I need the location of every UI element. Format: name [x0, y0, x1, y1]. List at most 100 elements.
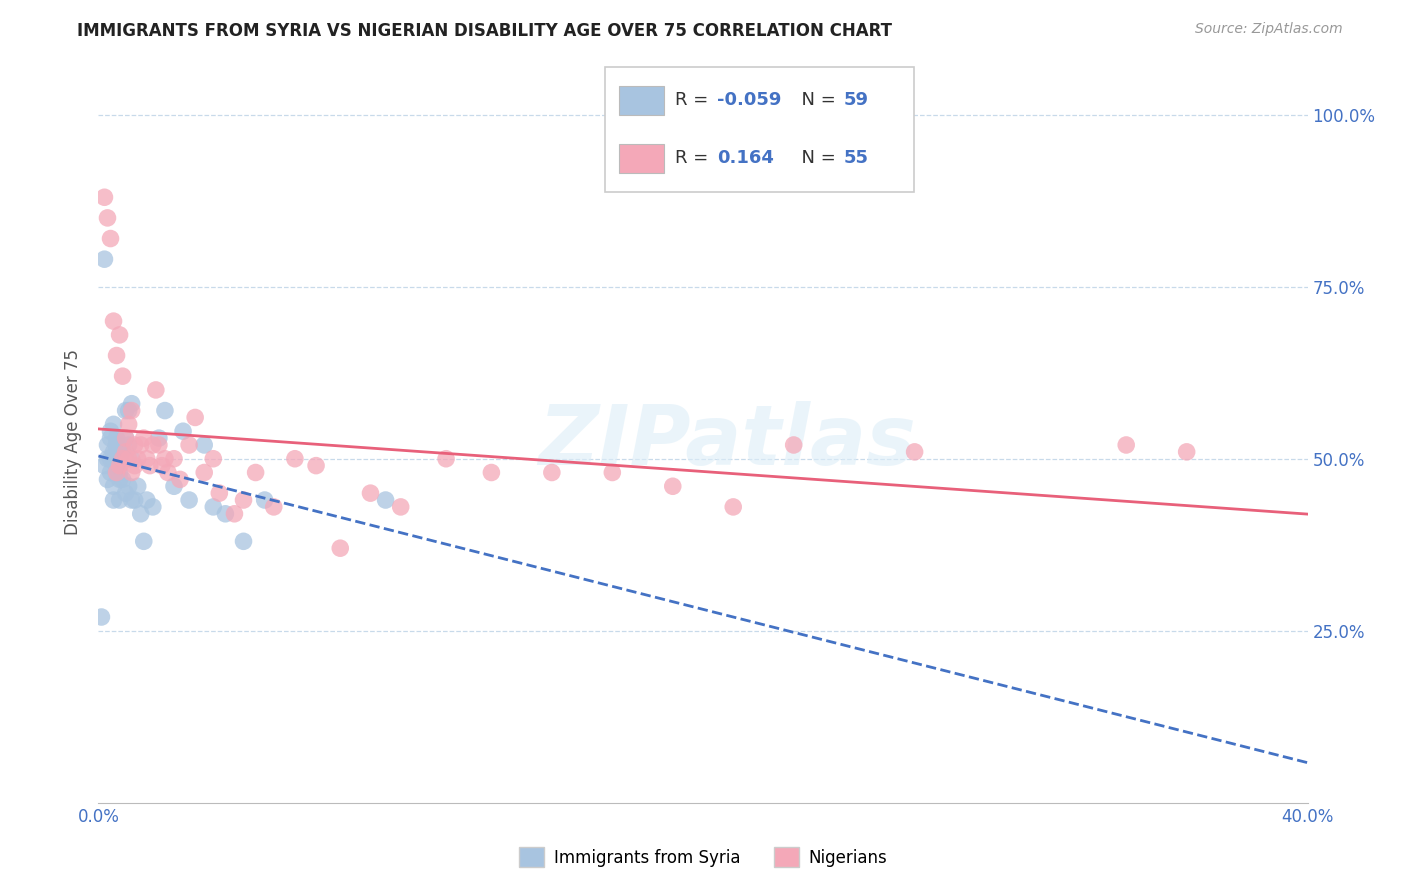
- Text: N =: N =: [790, 149, 842, 168]
- Point: [132, 431, 155, 445]
- Point: [129, 438, 152, 452]
- Point: [93, 458, 115, 473]
- Point: [184, 410, 207, 425]
- Point: [284, 451, 307, 466]
- Point: [100, 466, 122, 480]
- Text: -0.059: -0.059: [717, 91, 782, 110]
- Point: [105, 438, 128, 452]
- Point: [114, 445, 136, 459]
- Point: [245, 466, 267, 480]
- Point: [111, 369, 134, 384]
- Point: [118, 438, 141, 452]
- Point: [103, 479, 125, 493]
- Point: [723, 500, 745, 514]
- Point: [121, 397, 143, 411]
- Point: [108, 438, 131, 452]
- Point: [142, 500, 165, 514]
- Point: [329, 541, 352, 556]
- Point: [214, 507, 236, 521]
- Point: [163, 479, 186, 493]
- Point: [100, 451, 122, 466]
- Text: IMMIGRANTS FROM SYRIA VS NIGERIAN DISABILITY AGE OVER 75 CORRELATION CHART: IMMIGRANTS FROM SYRIA VS NIGERIAN DISABI…: [77, 22, 893, 40]
- Point: [208, 486, 231, 500]
- Point: [305, 458, 328, 473]
- Point: [105, 466, 128, 480]
- Point: [263, 500, 285, 514]
- Point: [232, 534, 254, 549]
- Text: 55: 55: [844, 149, 869, 168]
- Point: [150, 458, 173, 473]
- Text: R =: R =: [675, 91, 714, 110]
- Point: [93, 252, 115, 267]
- Point: [145, 383, 167, 397]
- Point: [172, 424, 194, 438]
- Point: [148, 431, 170, 445]
- Point: [111, 445, 134, 459]
- Point: [124, 493, 146, 508]
- Point: [135, 493, 157, 508]
- Point: [139, 458, 162, 473]
- Point: [1175, 445, 1198, 459]
- Point: [100, 431, 122, 445]
- Text: ZIPatlas: ZIPatlas: [538, 401, 917, 482]
- Point: [179, 438, 201, 452]
- Point: [103, 451, 125, 466]
- Point: [253, 493, 276, 508]
- Point: [661, 479, 683, 493]
- Point: [434, 451, 457, 466]
- Point: [105, 445, 128, 459]
- Point: [105, 431, 128, 445]
- Point: [96, 472, 118, 486]
- Point: [108, 493, 131, 508]
- Point: [602, 466, 624, 480]
- Point: [127, 451, 149, 466]
- Point: [360, 486, 382, 500]
- Point: [105, 466, 128, 480]
- Point: [105, 438, 128, 452]
- Point: [118, 479, 141, 493]
- Point: [111, 445, 134, 459]
- Point: [118, 417, 141, 432]
- Point: [105, 349, 128, 363]
- Point: [114, 431, 136, 445]
- Point: [783, 438, 806, 452]
- Point: [193, 466, 215, 480]
- Point: [96, 211, 118, 225]
- Y-axis label: Disability Age Over 75: Disability Age Over 75: [65, 349, 83, 534]
- Point: [202, 500, 225, 514]
- Point: [142, 438, 165, 452]
- Point: [163, 451, 186, 466]
- Point: [93, 190, 115, 204]
- Point: [202, 451, 225, 466]
- Point: [100, 424, 122, 438]
- Point: [90, 610, 112, 624]
- Point: [114, 431, 136, 445]
- Point: [96, 438, 118, 452]
- Point: [121, 451, 143, 466]
- Point: [111, 451, 134, 466]
- Point: [153, 451, 176, 466]
- Point: [111, 451, 134, 466]
- Point: [153, 403, 176, 417]
- Point: [374, 493, 396, 508]
- Text: N =: N =: [790, 91, 842, 110]
- Point: [108, 458, 131, 473]
- Point: [100, 231, 122, 245]
- Point: [96, 451, 118, 466]
- Point: [132, 534, 155, 549]
- Point: [232, 493, 254, 508]
- Point: [114, 451, 136, 466]
- Point: [179, 493, 201, 508]
- Point: [169, 472, 191, 486]
- Point: [108, 472, 131, 486]
- Point: [1115, 438, 1137, 452]
- Point: [118, 451, 141, 466]
- Point: [105, 458, 128, 473]
- Point: [114, 403, 136, 417]
- Point: [148, 438, 170, 452]
- Point: [118, 403, 141, 417]
- Point: [108, 327, 131, 342]
- Point: [103, 493, 125, 508]
- Point: [114, 486, 136, 500]
- Point: [224, 507, 246, 521]
